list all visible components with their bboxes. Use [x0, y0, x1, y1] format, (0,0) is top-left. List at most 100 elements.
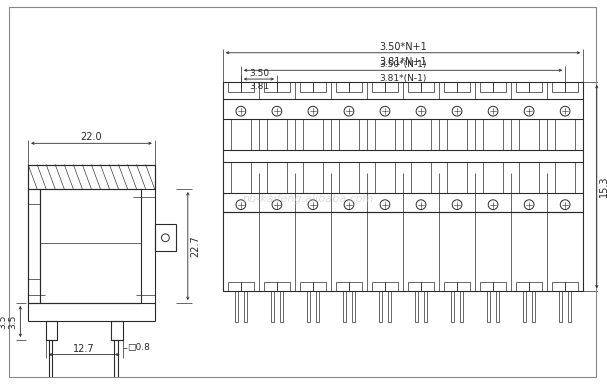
- Text: 3.5: 3.5: [8, 314, 18, 329]
- Bar: [483, 119, 503, 150]
- Bar: [40, 189, 141, 303]
- Bar: [336, 82, 349, 92]
- Bar: [228, 281, 241, 291]
- Bar: [415, 291, 418, 323]
- Bar: [28, 165, 155, 189]
- Bar: [307, 291, 310, 323]
- Bar: [480, 82, 493, 92]
- Bar: [231, 119, 251, 150]
- Bar: [280, 291, 283, 323]
- Bar: [411, 119, 431, 150]
- Bar: [349, 281, 362, 291]
- Text: 3.50*(N-1): 3.50*(N-1): [379, 60, 427, 70]
- Bar: [532, 291, 535, 323]
- Bar: [300, 82, 313, 92]
- Bar: [496, 291, 499, 323]
- Bar: [336, 281, 349, 291]
- Bar: [444, 281, 457, 291]
- Bar: [411, 162, 431, 193]
- Bar: [339, 162, 359, 193]
- Bar: [529, 281, 542, 291]
- Bar: [235, 291, 238, 323]
- Bar: [555, 119, 575, 150]
- Bar: [375, 162, 395, 193]
- Text: nb-kaifeng.alibaba.com: nb-kaifeng.alibaba.com: [243, 194, 375, 204]
- Bar: [241, 281, 254, 291]
- Bar: [457, 281, 470, 291]
- Bar: [339, 119, 359, 150]
- Bar: [483, 162, 503, 193]
- Bar: [231, 162, 251, 193]
- Bar: [421, 281, 434, 291]
- Bar: [565, 82, 578, 92]
- Bar: [529, 82, 542, 92]
- Text: 12.7: 12.7: [73, 344, 95, 354]
- Bar: [379, 291, 382, 323]
- Bar: [300, 281, 313, 291]
- Bar: [555, 162, 575, 193]
- Bar: [28, 189, 40, 303]
- Bar: [313, 281, 326, 291]
- Bar: [447, 162, 467, 193]
- Bar: [264, 281, 277, 291]
- Bar: [444, 82, 457, 92]
- Bar: [451, 291, 454, 323]
- Bar: [46, 321, 57, 340]
- Bar: [228, 82, 241, 92]
- Bar: [424, 291, 427, 323]
- Bar: [343, 291, 346, 323]
- Text: 22.0: 22.0: [81, 132, 102, 142]
- Bar: [447, 119, 467, 150]
- Bar: [517, 281, 529, 291]
- Bar: [523, 291, 526, 323]
- Text: 3.50: 3.50: [249, 69, 269, 78]
- Bar: [409, 281, 421, 291]
- Bar: [421, 82, 434, 92]
- Bar: [349, 82, 362, 92]
- Bar: [457, 82, 470, 92]
- Bar: [568, 291, 571, 323]
- Bar: [480, 281, 493, 291]
- Bar: [409, 82, 421, 92]
- Text: 3.81: 3.81: [249, 82, 269, 91]
- Bar: [264, 82, 277, 92]
- Bar: [385, 82, 398, 92]
- Bar: [267, 162, 287, 193]
- Text: 3.5: 3.5: [0, 314, 8, 329]
- Bar: [271, 291, 274, 323]
- Text: 22.7: 22.7: [190, 235, 200, 257]
- Bar: [155, 224, 176, 252]
- Text: 3.81*N+1: 3.81*N+1: [379, 57, 427, 67]
- Bar: [519, 119, 539, 150]
- Bar: [565, 281, 578, 291]
- Bar: [372, 281, 385, 291]
- Bar: [460, 291, 463, 323]
- Bar: [493, 281, 506, 291]
- Bar: [303, 119, 323, 150]
- Bar: [388, 291, 391, 323]
- Text: 15.3: 15.3: [599, 176, 607, 197]
- Bar: [313, 82, 326, 92]
- Text: 3.81*(N-1): 3.81*(N-1): [379, 74, 427, 83]
- Bar: [517, 82, 529, 92]
- Bar: [559, 291, 562, 323]
- Bar: [375, 119, 395, 150]
- Text: 3.50*N+1: 3.50*N+1: [379, 42, 427, 52]
- Bar: [352, 291, 355, 323]
- Bar: [277, 281, 290, 291]
- Bar: [493, 82, 506, 92]
- Bar: [372, 82, 385, 92]
- Bar: [267, 119, 287, 150]
- Bar: [519, 162, 539, 193]
- Bar: [552, 281, 565, 291]
- Bar: [111, 321, 123, 340]
- Bar: [223, 82, 583, 291]
- Bar: [385, 281, 398, 291]
- Bar: [552, 82, 565, 92]
- Bar: [241, 82, 254, 92]
- Bar: [277, 82, 290, 92]
- Bar: [316, 291, 319, 323]
- Bar: [303, 162, 323, 193]
- Bar: [244, 291, 246, 323]
- Text: □0.8: □0.8: [127, 343, 151, 352]
